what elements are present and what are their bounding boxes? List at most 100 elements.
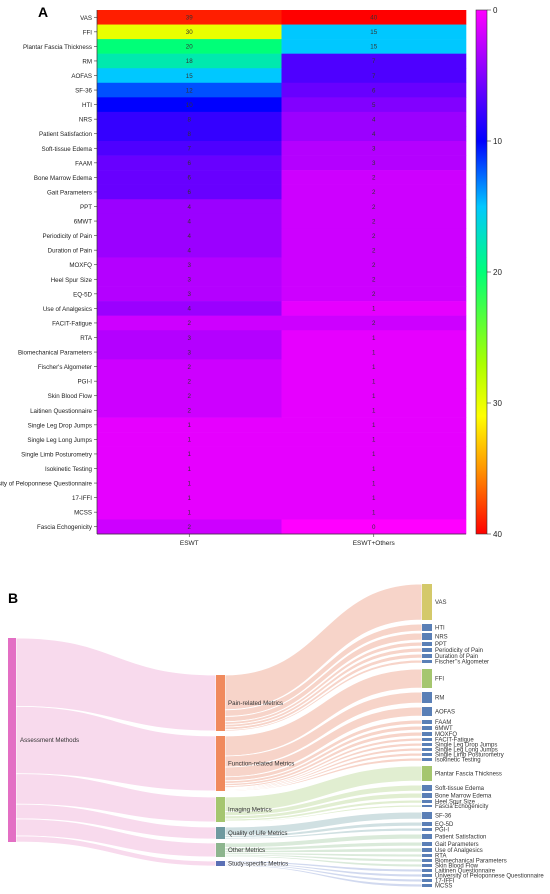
metric-node-label: PPT <box>435 642 447 648</box>
row-label: VAS <box>80 15 92 22</box>
cell-value-label: 20 <box>186 44 193 51</box>
heatmap-cell <box>97 446 282 462</box>
cell-value-label: 2 <box>372 291 376 298</box>
row-label: Single Limb Posturometry <box>21 451 93 458</box>
heatmap-cell <box>281 344 467 360</box>
heatmap-cell <box>281 53 467 69</box>
metric-node <box>422 584 432 620</box>
row-label: EQ-5D <box>73 291 92 298</box>
metric-node <box>422 648 432 652</box>
cell-value-label: 1 <box>188 437 192 444</box>
row-label: FACIT-Fatigue <box>52 320 92 327</box>
heatmap-cell <box>97 82 282 98</box>
cell-value-label: 3 <box>372 146 376 153</box>
metric-node-label: EQ-5D <box>435 822 454 828</box>
row-label: PPT <box>80 204 92 211</box>
heatmap-cell <box>97 10 282 25</box>
metric-node-label: FACIT-Fatigue <box>435 738 474 744</box>
row-label: 6MWT <box>74 219 92 226</box>
row-label: Fascia Echogenicity <box>37 524 93 531</box>
row-label: FFI <box>83 29 93 36</box>
row-label: Plantar Fascia Thickness <box>23 44 92 51</box>
metric-node-label: University of Peloponnese Questionnaire <box>435 874 544 880</box>
heatmap-cell <box>97 504 282 520</box>
heatmap-cell <box>97 155 282 171</box>
row-label: Isokinetic Testing <box>45 466 93 473</box>
metric-node-label: Patient Satisfaction <box>435 835 486 841</box>
heatmap-cell <box>97 24 282 40</box>
cell-value-label: 2 <box>188 524 192 531</box>
metric-node-label: 17-IFFI <box>435 879 455 885</box>
heatmap-cell <box>97 417 282 433</box>
heatmap-cell <box>281 126 467 142</box>
heatmap-cell <box>97 39 282 54</box>
cell-value-label: 7 <box>372 73 376 80</box>
cell-value-label: 1 <box>372 306 376 313</box>
heatmap-cell <box>281 213 467 229</box>
category-node-label: Imaging Metrics <box>228 807 272 814</box>
cell-value-label: 30 <box>186 29 193 36</box>
heatmap-cell <box>97 344 282 360</box>
cell-value-label: 1 <box>372 437 376 444</box>
heatmap-cell <box>97 388 282 404</box>
root-node-label: Assessment Methods <box>20 737 79 744</box>
metric-node <box>422 785 432 791</box>
metric-node-label: VAS <box>435 600 447 606</box>
root-node <box>8 638 16 842</box>
row-label: Patient Satisfaction <box>39 131 93 138</box>
cell-value-label: 1 <box>372 509 376 516</box>
heatmap-cell <box>97 228 282 244</box>
metric-node-label: HTI <box>435 626 445 632</box>
metric-node <box>422 720 432 724</box>
metric-node <box>422 834 432 839</box>
metric-node <box>422 869 432 872</box>
cell-value-label: 3 <box>188 277 192 284</box>
panel-a-label: A <box>38 4 48 20</box>
metric-node <box>422 633 432 640</box>
metric-node <box>422 805 432 807</box>
heatmap-cell <box>97 373 282 389</box>
heatmap-cell <box>97 257 282 273</box>
metric-node <box>422 854 432 857</box>
cell-value-label: 2 <box>372 247 376 254</box>
metric-node <box>422 812 432 819</box>
category-node <box>216 827 225 839</box>
metric-node-label: RM <box>435 696 444 702</box>
cell-value-label: 1 <box>372 451 376 458</box>
metric-node-label: PGI-I <box>435 828 449 834</box>
cell-value-label: 8 <box>188 131 192 138</box>
metric-node <box>422 884 432 887</box>
metric-node-label: Biomechanical Parameters <box>435 859 507 865</box>
heatmap-cell <box>281 417 467 433</box>
cell-value-label: 39 <box>186 15 193 22</box>
colorbar-gradient <box>475 9 488 535</box>
cell-value-label: 1 <box>188 480 192 487</box>
row-label: MOXFQ <box>69 262 92 269</box>
metric-node <box>422 743 432 746</box>
row-label: RTA <box>80 335 93 342</box>
cell-value-label: 1 <box>372 349 376 356</box>
heatmap-cell <box>97 432 282 447</box>
metric-node-label: RTA <box>435 854 446 860</box>
row-label: 17-IFFI <box>72 495 92 502</box>
colorbar: 0 10 20 30 40 <box>475 6 502 539</box>
cell-value-label: 1 <box>372 393 376 400</box>
row-label: SF-36 <box>75 88 92 95</box>
cell-value-label: 6 <box>188 175 192 182</box>
metric-node-label: FAAM <box>435 720 451 726</box>
cell-value-label: 3 <box>188 335 192 342</box>
cell-value-label: 18 <box>186 58 193 65</box>
column-label: ESWT+Others <box>353 540 396 547</box>
heatmap-cell <box>97 403 282 418</box>
metric-node <box>422 758 432 761</box>
metric-node-label: FFI <box>435 677 444 683</box>
row-label: MCSS <box>74 510 92 517</box>
cell-value-label: 4 <box>188 204 192 211</box>
colorbar-tick-label: 10 <box>493 137 502 146</box>
colorbar-tick-label: 20 <box>493 268 502 277</box>
cell-value-label: 15 <box>186 73 193 80</box>
category-node-label: Study-specific Metrics <box>228 861 288 868</box>
row-label: University of Peloponnese Questionnaire <box>0 481 93 488</box>
